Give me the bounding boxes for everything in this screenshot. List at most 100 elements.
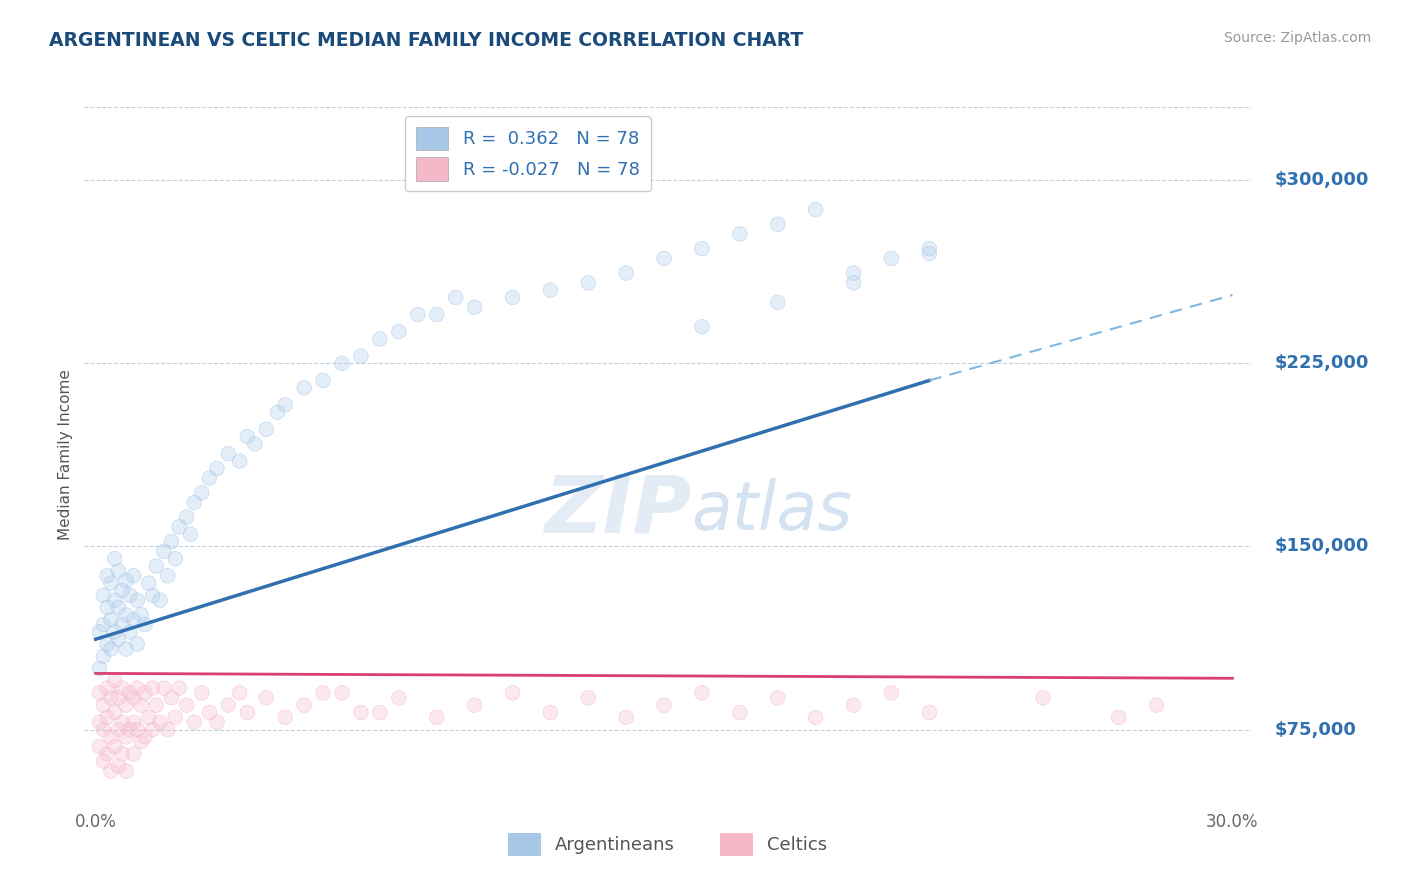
Point xyxy=(129,698,152,713)
Point xyxy=(502,290,524,304)
Point xyxy=(538,706,561,720)
Point xyxy=(266,405,288,419)
Point xyxy=(160,690,183,705)
Point xyxy=(107,759,129,773)
Point xyxy=(111,583,134,598)
Point xyxy=(728,706,751,720)
Point xyxy=(350,349,373,363)
Point xyxy=(388,690,411,705)
Point xyxy=(426,308,449,322)
Point xyxy=(176,510,198,524)
Point xyxy=(766,295,789,310)
Point xyxy=(142,723,165,737)
Point xyxy=(538,283,561,297)
Point xyxy=(100,690,122,705)
Point xyxy=(153,544,176,558)
Point xyxy=(127,723,149,737)
Point xyxy=(122,568,145,582)
Point xyxy=(96,681,118,695)
Point xyxy=(89,624,111,639)
Point xyxy=(115,698,138,713)
Point xyxy=(115,607,138,622)
Point xyxy=(368,706,391,720)
Point xyxy=(274,398,297,412)
Point xyxy=(96,637,118,651)
Point xyxy=(104,551,127,566)
Point xyxy=(842,266,865,280)
Point xyxy=(690,686,713,700)
Point xyxy=(104,593,127,607)
Point xyxy=(89,739,111,754)
Point xyxy=(236,429,259,443)
Point xyxy=(292,698,315,713)
Point xyxy=(111,715,134,730)
Point xyxy=(388,325,411,339)
Point xyxy=(91,617,114,632)
Point xyxy=(205,461,228,475)
Point xyxy=(107,690,129,705)
Point xyxy=(118,624,141,639)
Point xyxy=(91,698,114,713)
Point xyxy=(165,551,187,566)
Point xyxy=(91,723,114,737)
Point xyxy=(274,398,297,412)
Point xyxy=(127,593,149,607)
Point xyxy=(111,617,134,632)
Point xyxy=(107,690,129,705)
Point xyxy=(576,690,599,705)
Point xyxy=(91,588,114,602)
Point xyxy=(122,747,145,761)
Point xyxy=(115,574,138,588)
Point xyxy=(217,447,239,461)
Point xyxy=(842,276,865,290)
Point xyxy=(880,252,903,266)
Point xyxy=(107,723,129,737)
Point xyxy=(191,686,214,700)
Point xyxy=(918,246,941,260)
Point xyxy=(149,593,172,607)
Point xyxy=(842,698,865,713)
Point xyxy=(134,617,156,632)
Point xyxy=(100,576,122,591)
Point xyxy=(96,568,118,582)
Point xyxy=(96,600,118,615)
Point xyxy=(183,715,205,730)
Point xyxy=(156,723,179,737)
Point xyxy=(266,405,288,419)
Point xyxy=(127,681,149,695)
Point xyxy=(153,681,176,695)
Point xyxy=(538,706,561,720)
Point xyxy=(368,332,391,346)
Point xyxy=(104,593,127,607)
Point xyxy=(228,454,250,468)
Point xyxy=(918,706,941,720)
Point xyxy=(312,686,335,700)
Point xyxy=(652,252,675,266)
Point xyxy=(918,242,941,256)
Point xyxy=(183,715,205,730)
Point xyxy=(129,607,152,622)
Point xyxy=(198,471,221,485)
Point xyxy=(217,698,239,713)
Point xyxy=(368,332,391,346)
Point xyxy=(191,485,214,500)
Point xyxy=(115,574,138,588)
Point xyxy=(918,246,941,260)
Point xyxy=(842,698,865,713)
Point xyxy=(464,698,486,713)
Point xyxy=(134,730,156,744)
Point xyxy=(91,588,114,602)
Point xyxy=(104,624,127,639)
Point xyxy=(107,600,129,615)
Point xyxy=(107,723,129,737)
Point xyxy=(156,723,179,737)
Point xyxy=(179,527,201,541)
Point xyxy=(91,649,114,664)
Point xyxy=(153,681,176,695)
Point xyxy=(804,710,827,724)
Point xyxy=(107,759,129,773)
Point xyxy=(89,624,111,639)
Point xyxy=(880,252,903,266)
Point xyxy=(129,735,152,749)
Text: $150,000: $150,000 xyxy=(1275,538,1369,556)
